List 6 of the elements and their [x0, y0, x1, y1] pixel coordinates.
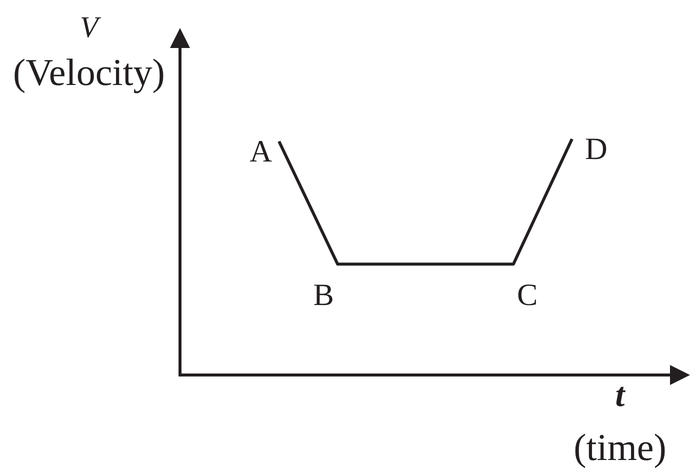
annotation: C [517, 277, 538, 312]
annotation: A [250, 133, 273, 168]
annotation: B [313, 277, 334, 312]
y-axis-title: V (Velocity) [13, 11, 165, 94]
x-axis-title: t (time) [574, 377, 666, 469]
annotation: D [585, 131, 608, 166]
